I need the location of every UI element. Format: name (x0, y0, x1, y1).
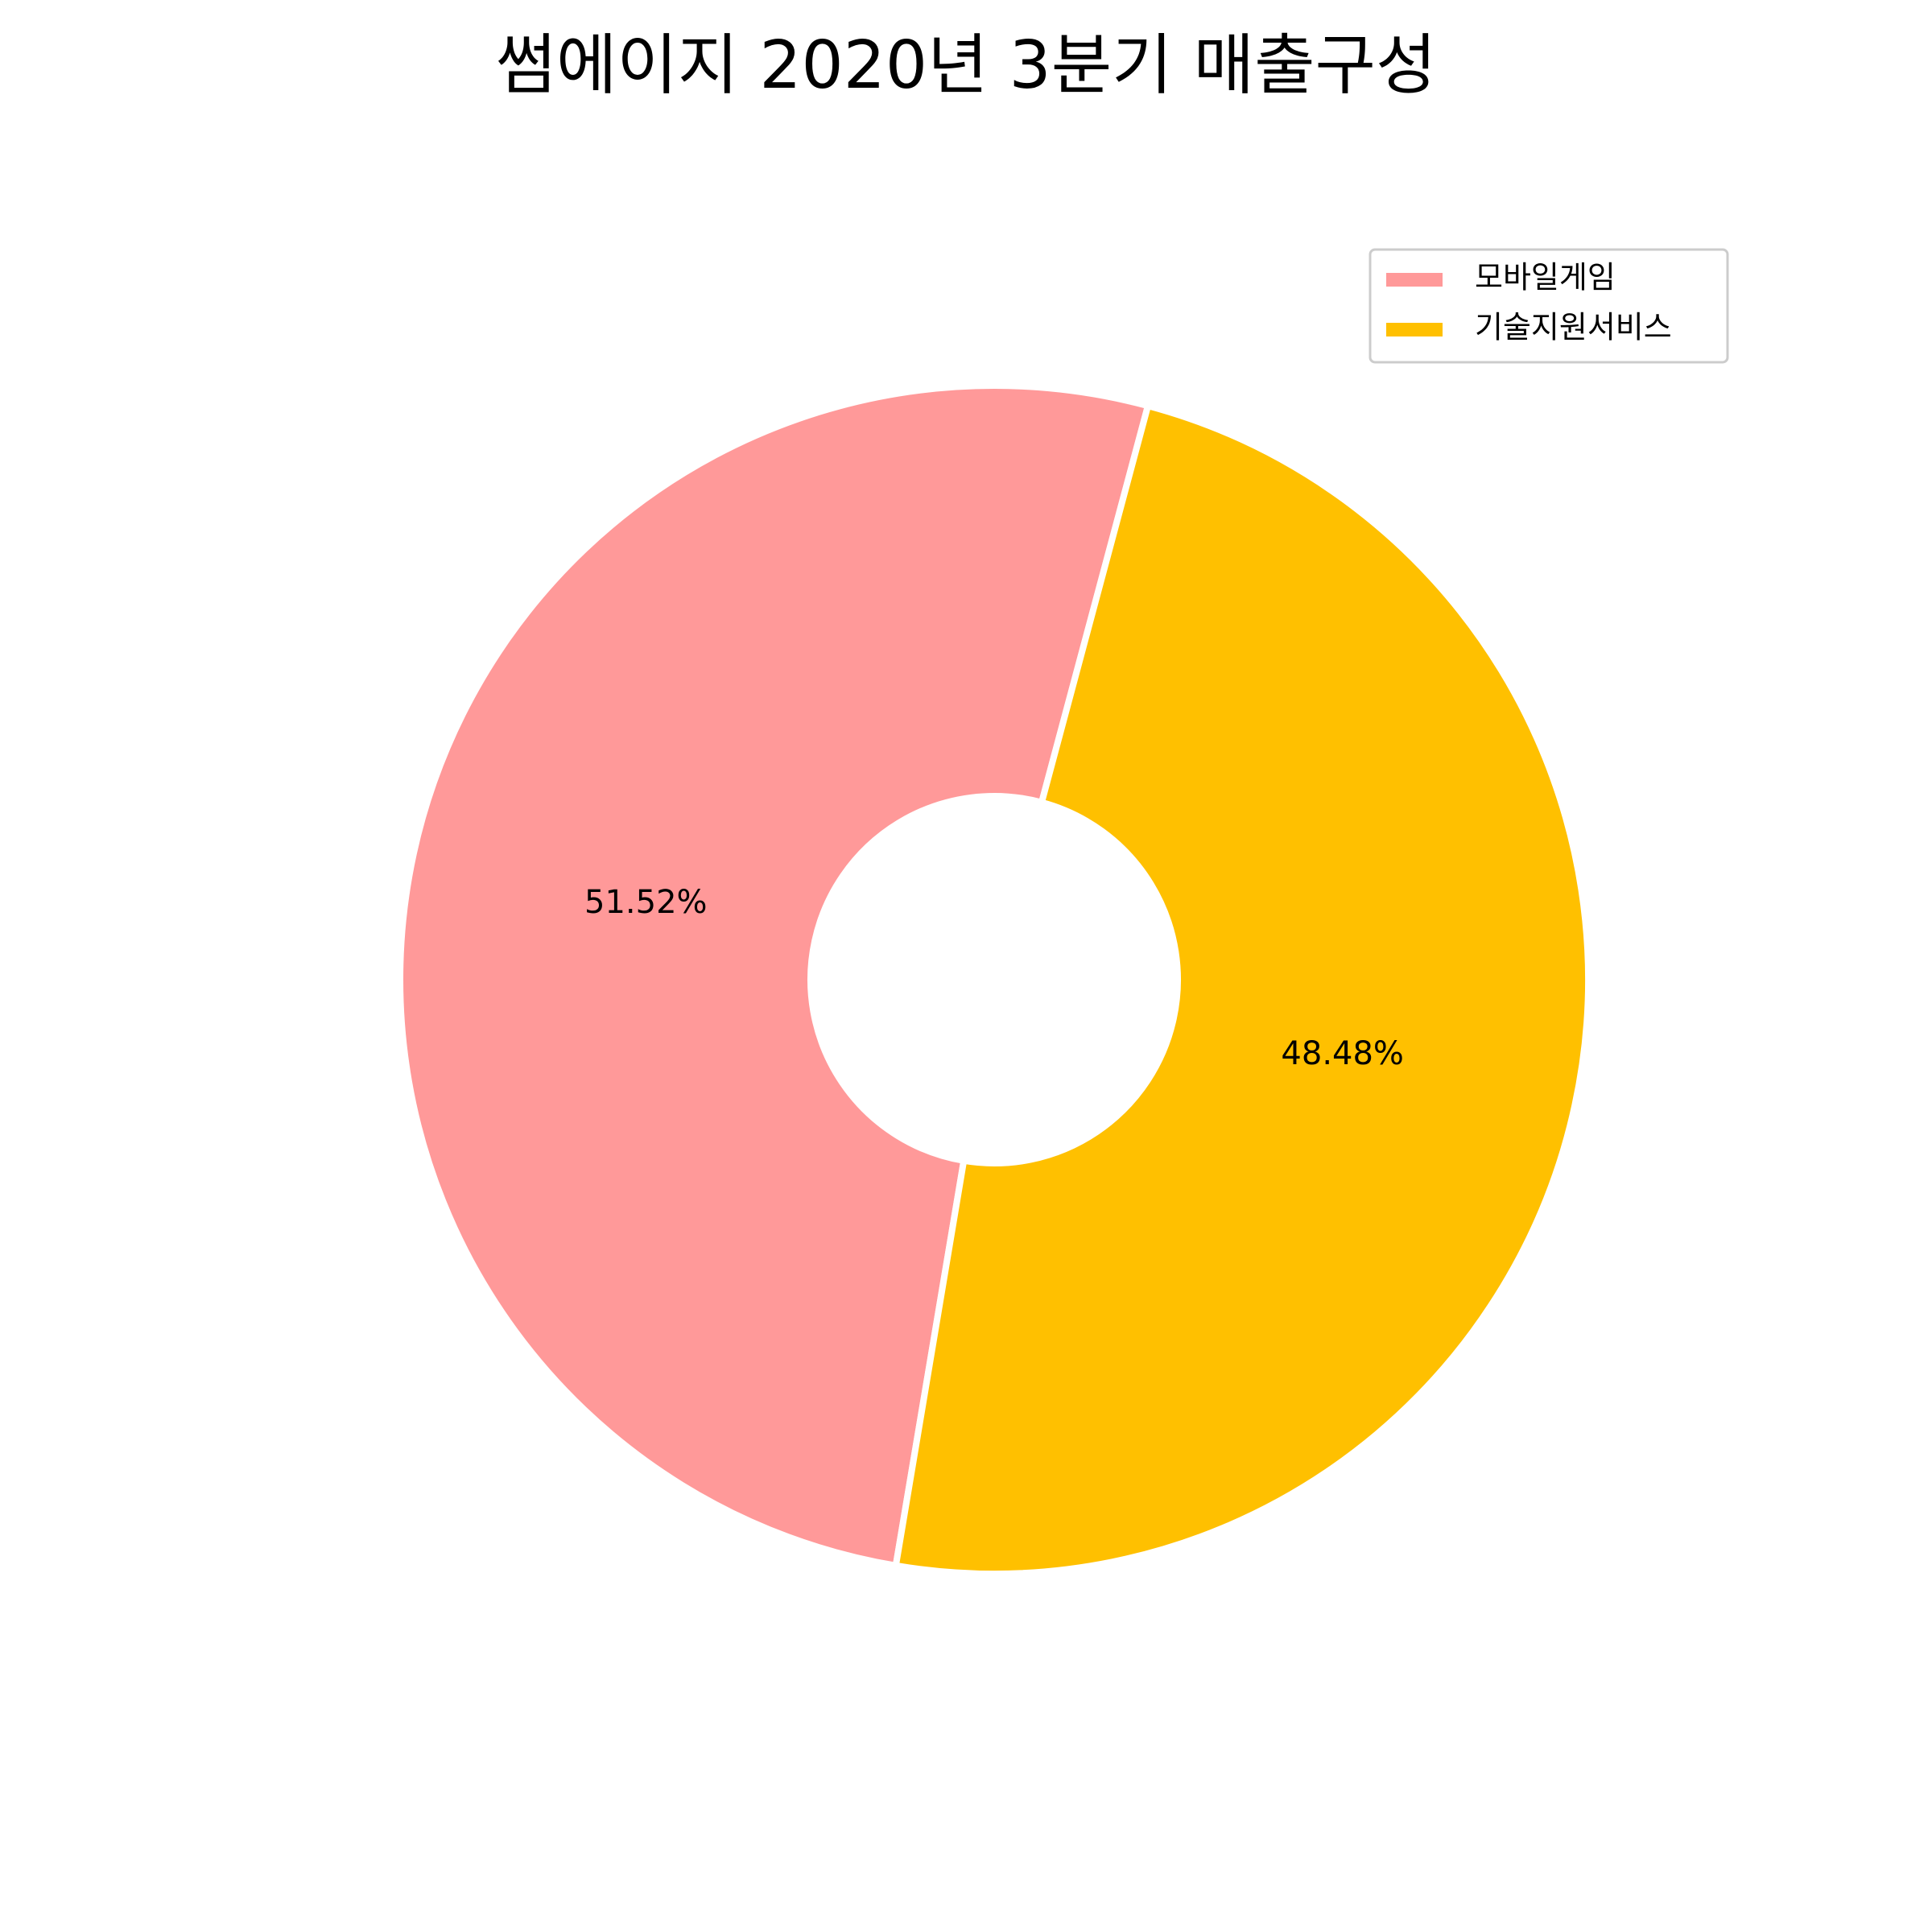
slices-group (397, 382, 1592, 1577)
slice-value-label-1: 51.52% (584, 884, 708, 921)
legend-label-1: 모바일게임 (1475, 260, 1616, 295)
chart-title: 썸에이지 2020년 3분기 매출구성 (495, 27, 1437, 104)
donut-slice-1 (397, 382, 1152, 1569)
legend-frame (1368, 248, 1729, 364)
legend-swatch-2 (1386, 323, 1443, 336)
legend-label-2: 기술지원서비스 (1475, 310, 1672, 345)
legend-swatch-1 (1386, 273, 1443, 287)
slice-value-label-2: 48.48% (1281, 1035, 1404, 1072)
value-labels-group: 51.52% 48.48% (584, 884, 1404, 1072)
donut-slice-2 (892, 402, 1592, 1577)
